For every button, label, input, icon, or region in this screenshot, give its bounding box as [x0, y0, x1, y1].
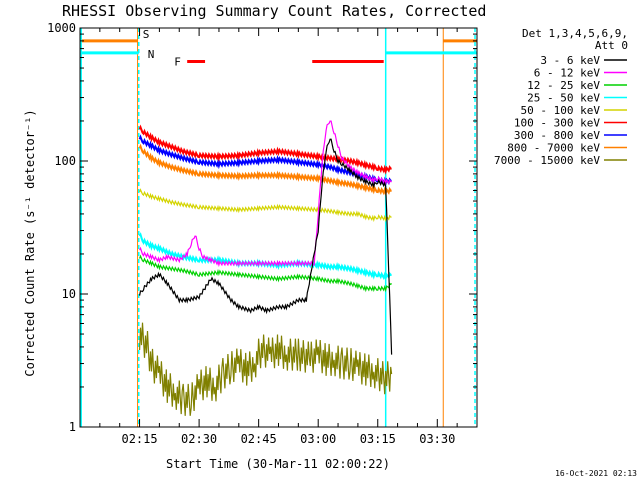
legend-label-6: 300 - 800 keV — [514, 129, 600, 142]
plot-frame — [79, 27, 478, 428]
y-tick-label-1: 10 — [62, 287, 76, 301]
saa-label: S — [143, 28, 150, 41]
legend-label-2: 12 - 25 keV — [527, 79, 600, 92]
legend-label-4: 50 - 100 keV — [521, 104, 601, 117]
y-tick-label-2: 100 — [54, 154, 76, 168]
chart-title: RHESSI Observing Summary Count Rates, Co… — [62, 2, 486, 20]
x-tick-label-4: 03:15 — [360, 432, 396, 446]
legend-label-1: 6 - 12 keV — [534, 67, 601, 80]
legend-label-3: 25 - 50 keV — [527, 92, 600, 105]
series-line-5 — [138, 124, 392, 175]
series-line-7 — [138, 143, 392, 197]
legend-label-8: 7000 - 15000 keV — [494, 154, 600, 167]
flare-label: F — [174, 55, 181, 68]
series-line-8 — [139, 322, 393, 416]
legend-header-1: Att 0 — [595, 39, 628, 52]
y-axis-label: Corrected Count Rate (s⁻¹ detector⁻¹) — [23, 109, 37, 376]
legend-label-7: 800 - 7000 keV — [507, 142, 600, 155]
series-line-2 — [139, 254, 392, 293]
x-tick-label-5: 03:30 — [419, 432, 455, 446]
legend-header-0: Det 1,3,4,5,6,9, — [522, 27, 628, 40]
x-tick-label-1: 02:30 — [181, 432, 217, 446]
series-line-4 — [139, 188, 392, 223]
x-axis-label: Start Time (30-Mar-11 02:00:22) — [166, 457, 390, 471]
night-label: N — [148, 48, 155, 61]
y-tick-label-3: 1000 — [47, 21, 76, 35]
x-tick-label-0: 02:15 — [121, 432, 157, 446]
legend-label-5: 100 - 300 keV — [514, 117, 600, 130]
footer-timestamp: 16-Oct-2021 02:13 — [555, 469, 637, 478]
series-line-1 — [139, 120, 392, 268]
legend-label-0: 3 - 6 keV — [540, 54, 600, 67]
x-tick-label-2: 02:45 — [241, 432, 277, 446]
y-tick-label-0: 1 — [69, 420, 76, 434]
series-line-0 — [139, 138, 393, 355]
x-tick-label-3: 03:00 — [300, 432, 336, 446]
series-line-6 — [138, 134, 392, 187]
